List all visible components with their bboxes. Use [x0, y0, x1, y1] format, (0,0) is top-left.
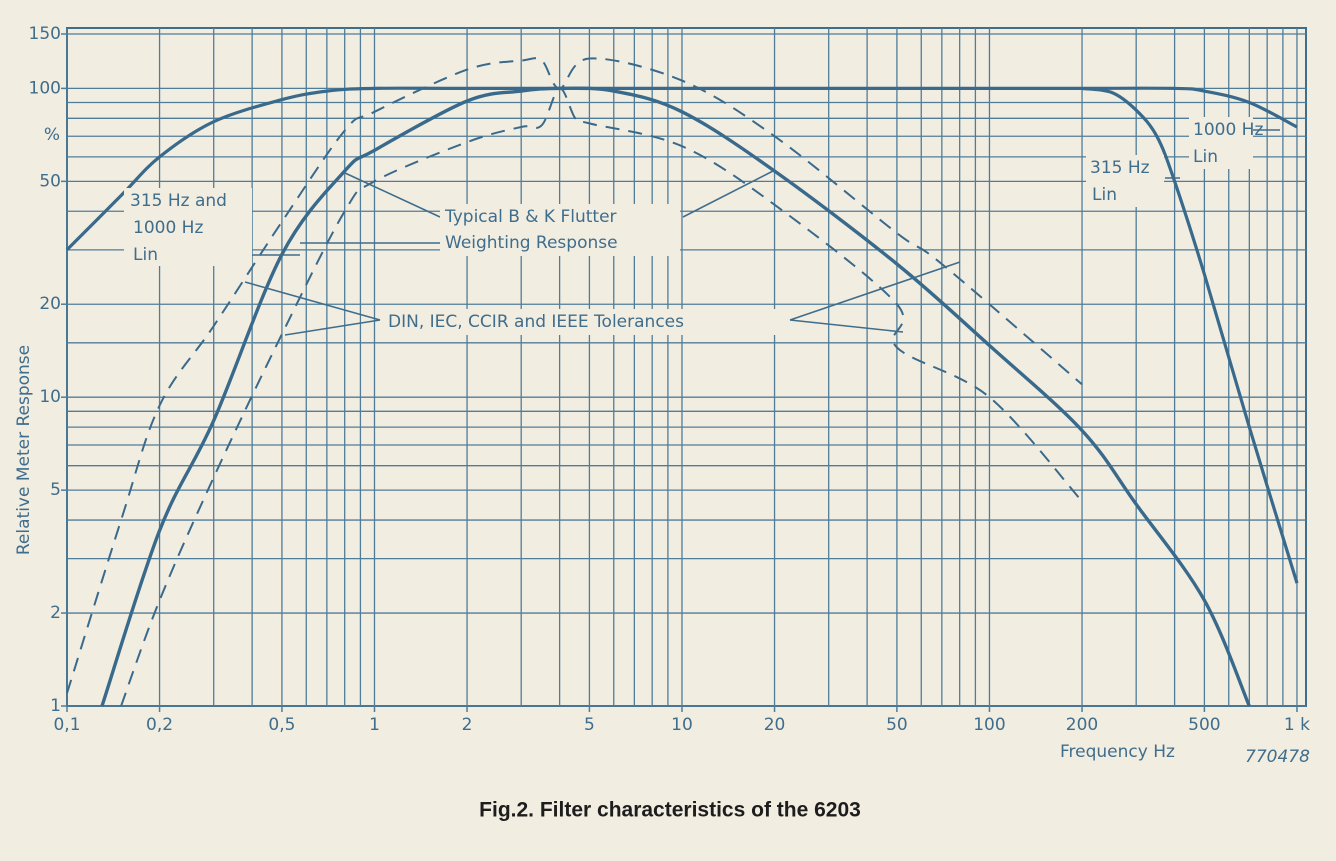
- label-bg: [1189, 117, 1253, 169]
- y-tick-label: 150: [29, 24, 61, 44]
- annotation: Weighting Response: [445, 233, 618, 253]
- annotation: 315 Hz: [1090, 158, 1150, 178]
- annotation: 1000 Hz: [133, 218, 203, 238]
- annotation: Lin: [133, 245, 158, 265]
- y-tick-label: 1: [50, 696, 61, 716]
- x-tick-label: 0,2: [146, 715, 173, 735]
- grid: [61, 28, 1306, 712]
- y-unit: %: [44, 125, 60, 145]
- label-bg: [1086, 155, 1164, 207]
- label-bg: [124, 188, 252, 266]
- annotation: DIN, IEC, CCIR and IEEE Tolerances: [388, 312, 684, 332]
- curve: [65, 86, 1082, 251]
- y-tick-label: 50: [39, 171, 61, 191]
- y-tick-label: 2: [50, 603, 61, 623]
- x-tick-label: 500: [1188, 715, 1220, 735]
- x-tick-label: 10: [671, 715, 693, 735]
- curve: [1081, 86, 1298, 129]
- curve: [100, 86, 1251, 707]
- chart-title: Fig.2. Filter characteristics of the 620…: [479, 799, 861, 822]
- annotation: Lin: [1193, 147, 1218, 167]
- label-bg: [440, 204, 680, 256]
- curve: [120, 87, 1083, 707]
- y-axis-label: Relative Meter Response: [14, 345, 34, 555]
- annotation: Lin: [1092, 185, 1117, 205]
- curves: [65, 57, 1299, 707]
- x-tick-label: 0,5: [268, 715, 295, 735]
- y-tick-label: 5: [50, 480, 61, 500]
- x-tick-label: 50: [886, 715, 908, 735]
- annotations: 315 Hz and 1000 Hz Lin Typical B & K Flu…: [124, 117, 1280, 336]
- y-tick-label: 20: [39, 294, 61, 314]
- figure-id: 770478: [1245, 747, 1310, 767]
- y-tick-label: 100: [29, 78, 61, 98]
- annotation: Typical B & K Flutter: [444, 207, 617, 227]
- x-tick-label: 1: [369, 715, 380, 735]
- x-tick-label: 5: [584, 715, 595, 735]
- x-tick-label: 200: [1066, 715, 1098, 735]
- x-tick-label: 0,1: [53, 715, 80, 735]
- curve: [1081, 86, 1299, 584]
- annotation: 315 Hz and: [130, 191, 227, 211]
- annotation: 1000 Hz: [1193, 120, 1263, 140]
- x-axis-label: Frequency Hz: [1060, 742, 1175, 762]
- x-tick-label: 2: [462, 715, 473, 735]
- plot-frame: [66, 27, 1307, 707]
- y-tick-label: 10: [39, 387, 61, 407]
- label-bg: [383, 309, 788, 335]
- x-tick-label: 1 k: [1284, 715, 1310, 735]
- x-tick-label: 100: [973, 715, 1005, 735]
- x-tick-label: 20: [764, 715, 786, 735]
- curve: [66, 57, 1083, 694]
